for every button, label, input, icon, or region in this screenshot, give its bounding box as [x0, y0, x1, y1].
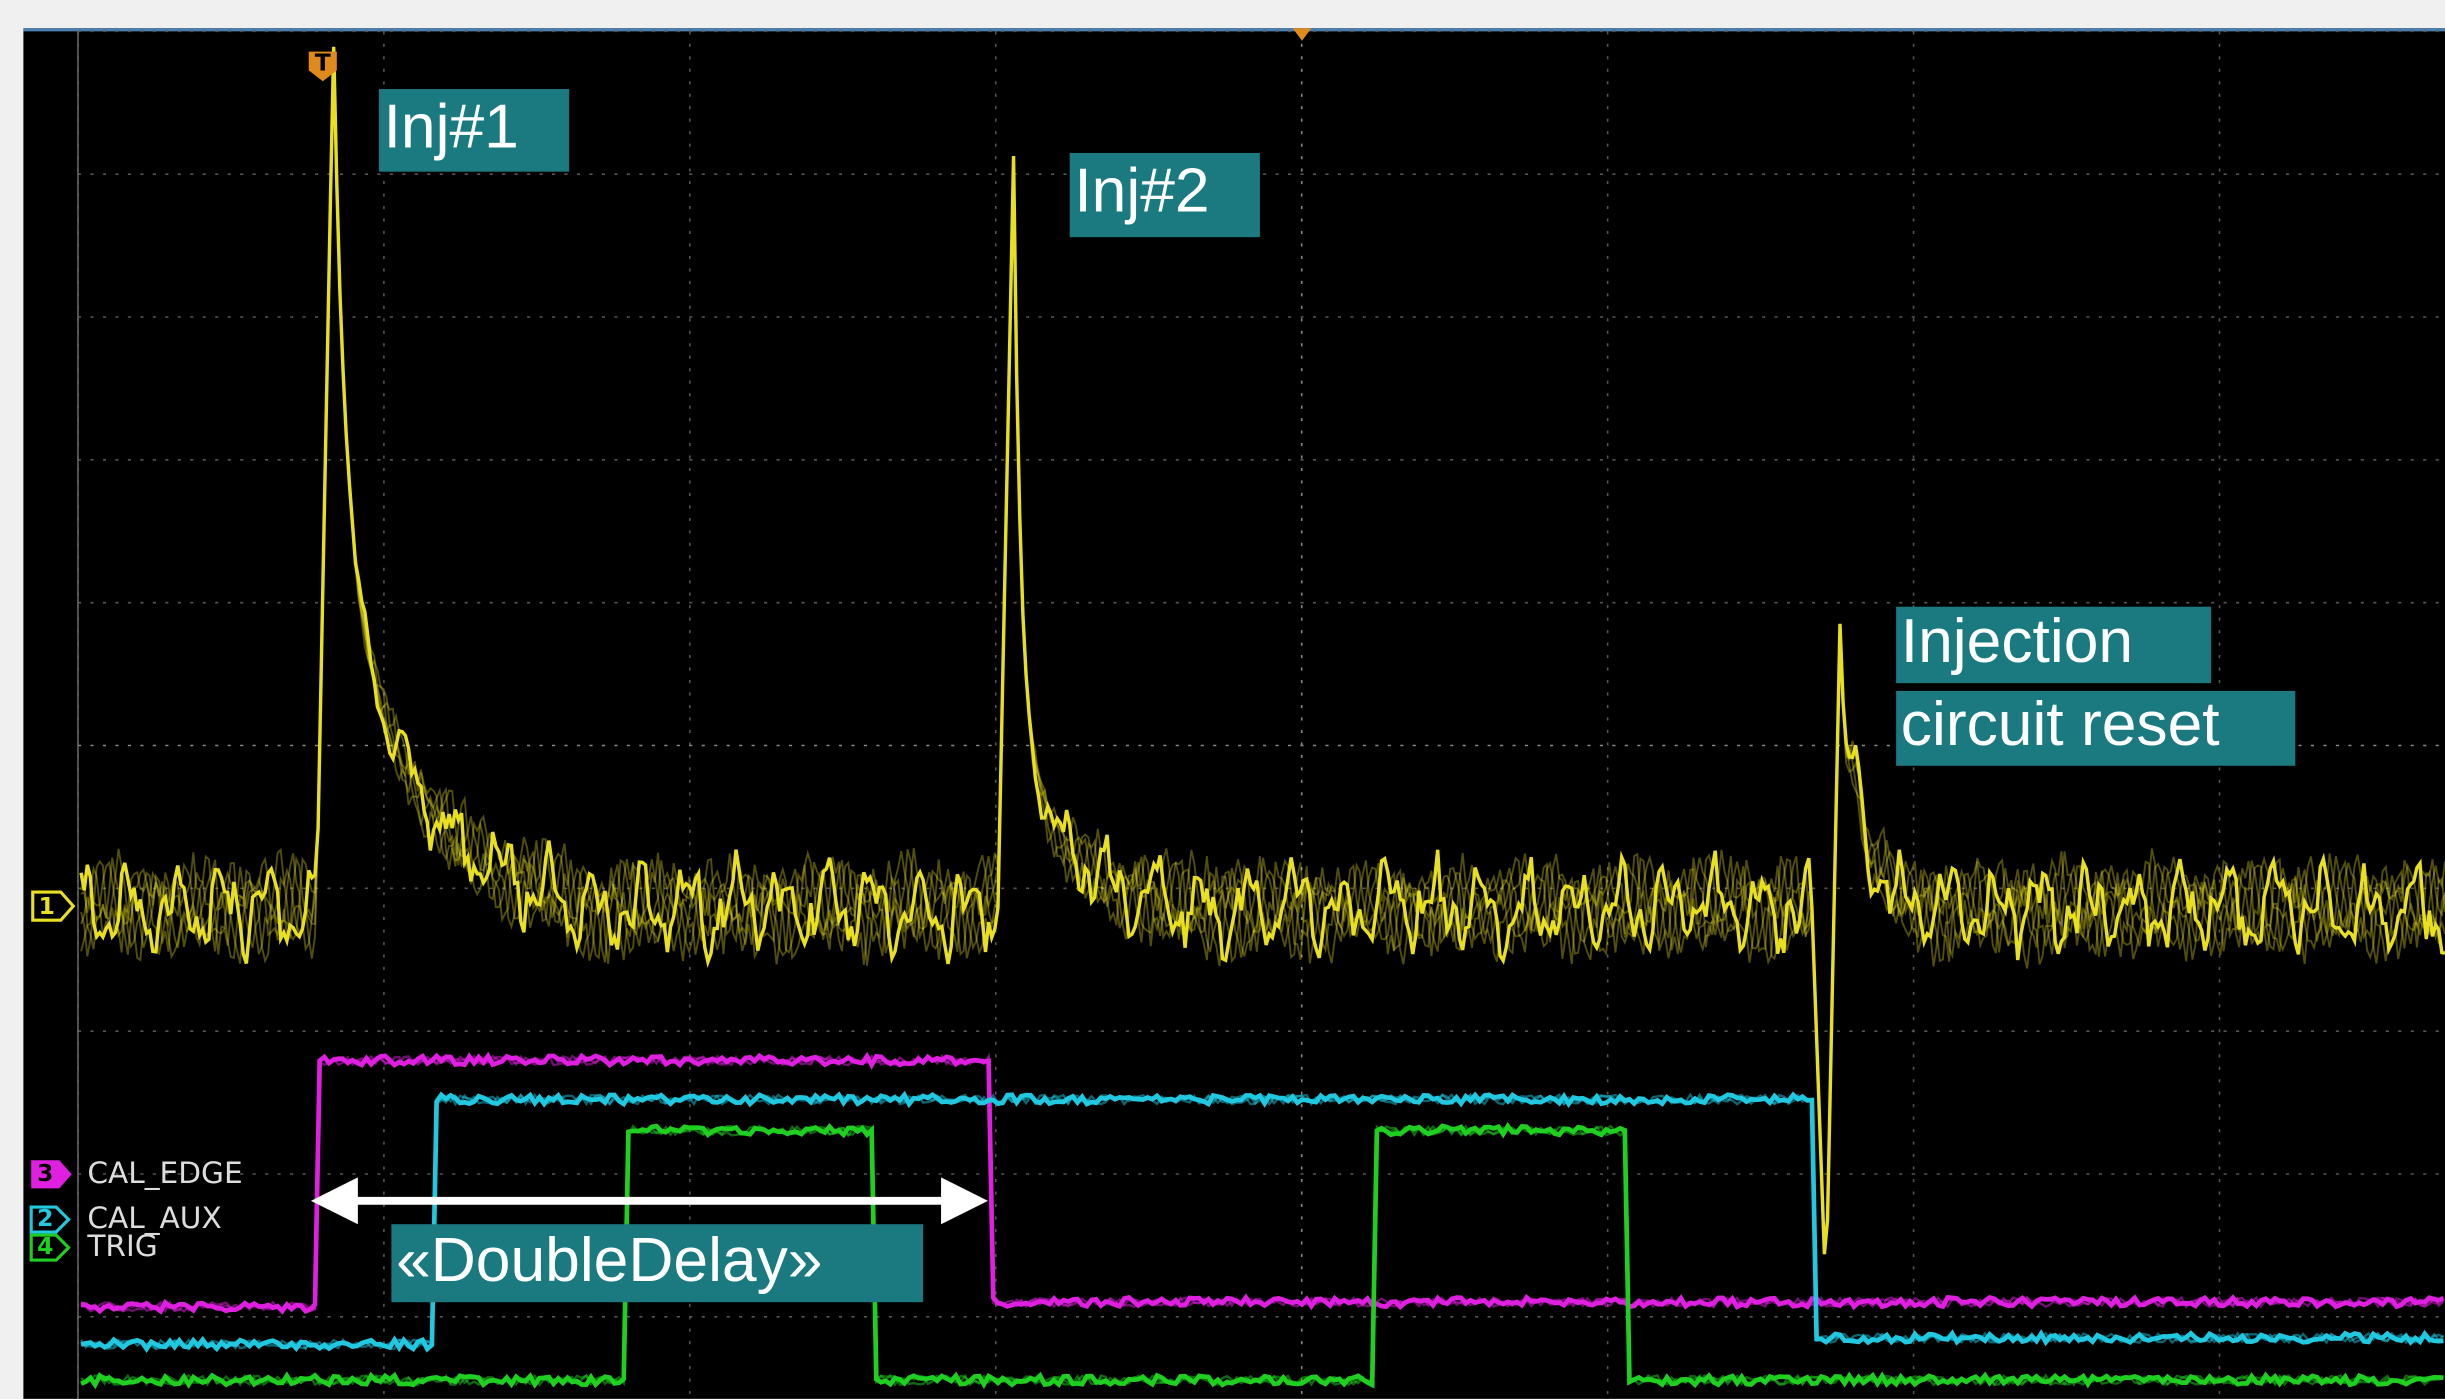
- annotation: Injection: [1901, 607, 2133, 676]
- channel-label: TRIG: [86, 1229, 157, 1263]
- annotation: circuit reset: [1901, 690, 2220, 759]
- channel-marker-label: 2: [37, 1204, 53, 1232]
- ch1-marker-label: 1: [39, 892, 55, 920]
- trigger-marker-label: T: [315, 49, 331, 77]
- annotation: Inj#1: [384, 93, 519, 162]
- channel-marker-label: 4: [37, 1232, 53, 1260]
- oscilloscope-screen: T 1 3CAL_EDGE2CAL_AUX4TRIG Inj#1 Inj#2 I…: [0, 0, 2445, 1399]
- channel-marker-label: 3: [37, 1159, 53, 1187]
- annotation: «DoubleDelay»: [396, 1226, 822, 1295]
- channel-label: CAL_EDGE: [87, 1156, 242, 1190]
- annotation: Inj#2: [1074, 157, 1209, 226]
